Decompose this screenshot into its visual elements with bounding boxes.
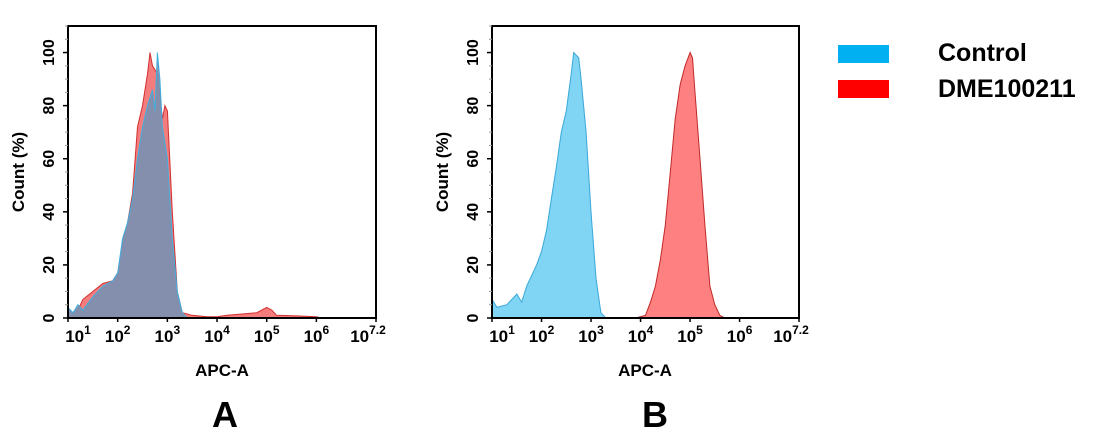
y-tick-label: 100 — [465, 39, 482, 66]
x-tick-label: 102 — [105, 323, 131, 346]
x-axis-title: APC-A — [195, 361, 249, 380]
x-tick-label: 103 — [578, 323, 604, 346]
plot-frame — [67, 25, 377, 319]
x-tick-label: 102 — [529, 323, 555, 346]
legend: Control DME100211 — [838, 39, 1076, 103]
x-tick-base: 10 — [677, 327, 696, 346]
panel-label: A — [212, 394, 238, 435]
x-tick-exponent: 5 — [696, 323, 703, 337]
legend-swatch-dme100211 — [838, 80, 889, 98]
y-tick-label: 40 — [41, 203, 58, 221]
x-tick-base: 10 — [304, 327, 323, 346]
x-tick-base: 10 — [254, 327, 273, 346]
x-tick-base: 10 — [489, 327, 508, 346]
x-tick-label: 106 — [727, 323, 753, 346]
legend-label-control: Control — [938, 39, 1027, 67]
x-tick-base: 10 — [773, 327, 792, 346]
x-tick-label: 104 — [204, 323, 230, 346]
legend-label-dme100211: DME100211 — [938, 75, 1076, 103]
x-tick-base: 10 — [727, 327, 746, 346]
x-tick-exponent: 2 — [548, 323, 555, 337]
x-tick-exponent: 1 — [84, 323, 91, 337]
x-tick-base: 10 — [204, 327, 223, 346]
x-tick-exponent: 4 — [223, 323, 230, 337]
x-tick-exponent: 4 — [647, 323, 654, 337]
y-tick-label: 60 — [465, 150, 482, 168]
x-tick-exponent: 3 — [597, 323, 604, 337]
y-axis-title: Count (%) — [433, 132, 452, 212]
x-tick-exponent: 7.2 — [792, 323, 809, 337]
x-tick-base: 10 — [578, 327, 597, 346]
x-axis-title: APC-A — [618, 361, 672, 380]
x-tick-label: 103 — [155, 323, 181, 346]
y-axis-title: Count (%) — [9, 132, 28, 212]
x-tick-exponent: 5 — [273, 323, 280, 337]
x-tick-base: 10 — [155, 327, 174, 346]
y-tick-label: 80 — [41, 97, 58, 115]
x-tick-exponent: 3 — [173, 323, 180, 337]
y-tick-label: 80 — [465, 97, 482, 115]
series-area-dme100211 — [66, 52, 322, 319]
panel-label: B — [642, 394, 668, 435]
series-area-control — [491, 51, 608, 319]
y-tick-label: 0 — [465, 313, 482, 322]
y-tick-label: 20 — [465, 256, 482, 274]
x-tick-label: 107.2 — [350, 323, 386, 346]
x-tick-base: 10 — [350, 327, 369, 346]
x-tick-label: 107.2 — [773, 323, 809, 346]
x-tick-label: 101 — [489, 323, 515, 346]
x-tick-base: 10 — [529, 327, 548, 346]
x-tick-label: 101 — [65, 323, 91, 346]
y-tick-label: 60 — [41, 150, 58, 168]
x-tick-exponent: 2 — [124, 323, 131, 337]
y-tick-label: 40 — [465, 203, 482, 221]
x-tick-label: 105 — [254, 323, 280, 346]
x-tick-base: 10 — [65, 327, 84, 346]
x-tick-exponent: 6 — [746, 323, 753, 337]
x-tick-exponent: 1 — [508, 323, 515, 337]
x-tick-base: 10 — [628, 327, 647, 346]
y-tick-label: 0 — [41, 313, 58, 322]
x-tick-exponent: 6 — [323, 323, 330, 337]
series-area-control — [67, 52, 188, 319]
y-tick-label: 100 — [41, 39, 58, 66]
x-tick-exponent: 7.2 — [369, 323, 386, 337]
x-tick-label: 104 — [628, 323, 654, 346]
x-tick-label: 106 — [304, 323, 330, 346]
x-tick-label: 105 — [677, 323, 703, 346]
series-area-dme100211 — [635, 51, 725, 319]
y-tick-label: 20 — [41, 256, 58, 274]
legend-swatch-control — [838, 45, 889, 63]
x-tick-base: 10 — [105, 327, 124, 346]
